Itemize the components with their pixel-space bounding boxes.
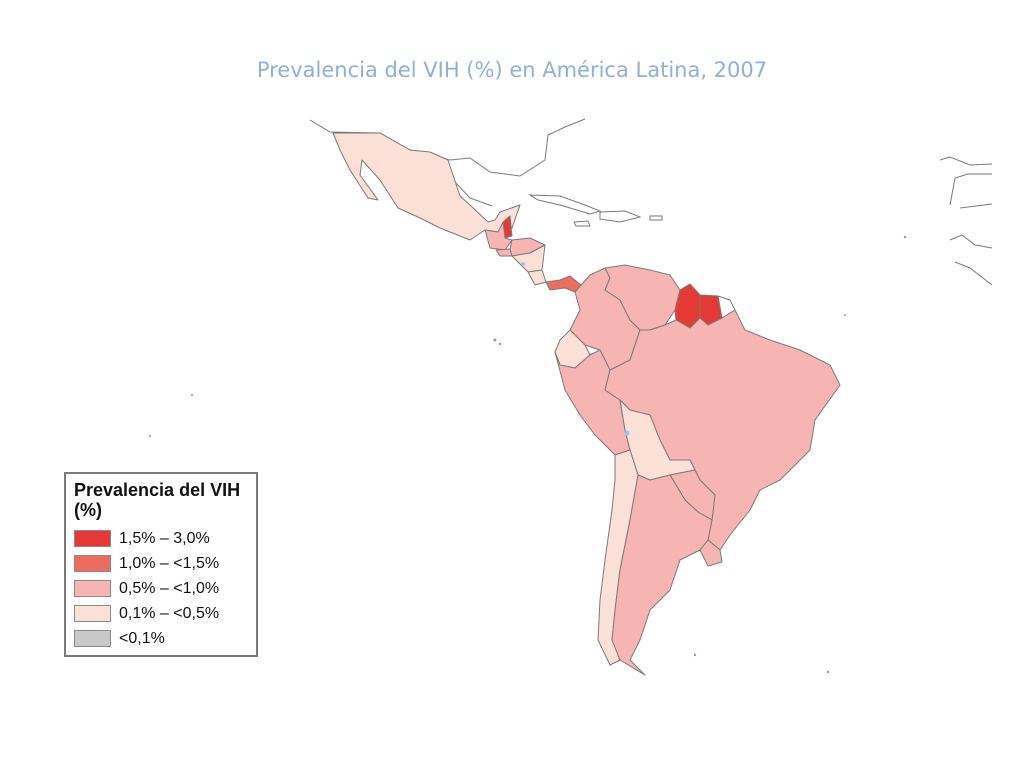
legend: Prevalencia del VIH (%) 1,5% – 3,0% 1,0%…	[64, 472, 258, 657]
map-title: Prevalencia del VIH (%) en América Latin…	[256, 58, 768, 82]
legend-label: 1,5% – 3,0%	[119, 529, 210, 547]
island-dots	[149, 235, 907, 674]
legend-swatch	[74, 630, 111, 647]
legend-label: 0,1% – <0,5%	[119, 604, 220, 622]
country-argentina	[611, 474, 713, 676]
legend-swatch	[74, 580, 111, 597]
legend-label: 0,5% – <1,0%	[119, 579, 220, 597]
legend-label: 1,0% – <1,5%	[119, 554, 220, 572]
legend-item: 1,5% – 3,0%	[74, 526, 256, 551]
legend-swatch	[74, 555, 111, 572]
legend-title: Prevalencia del VIH (%)	[74, 480, 241, 520]
cuba-outline	[528, 194, 602, 215]
jamaica-outline	[573, 220, 591, 227]
legend-item: 0,5% – <1,0%	[74, 576, 256, 601]
country-mexico	[332, 132, 521, 241]
country-el-salvador	[495, 248, 513, 257]
legend-label: <0,1%	[119, 629, 165, 647]
country-guatemala	[484, 221, 513, 251]
country-nicaragua	[511, 244, 546, 273]
legend-swatch	[74, 530, 111, 547]
country-costa-rica	[527, 269, 547, 286]
lake-marker	[624, 430, 630, 436]
country-uruguay	[699, 539, 723, 567]
africa-coastline	[939, 156, 993, 286]
legend-item: <0,1%	[74, 626, 256, 651]
legend-swatch	[74, 605, 111, 622]
hispaniola-outline	[599, 210, 642, 223]
legend-item: 1,0% – <1,5%	[74, 551, 256, 576]
puerto-rico-outline	[649, 215, 663, 221]
legend-item: 0,1% – <0,5%	[74, 601, 256, 626]
lake-marker-central	[521, 262, 525, 266]
